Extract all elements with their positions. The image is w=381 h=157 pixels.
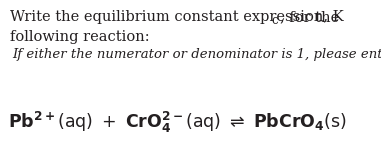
Text: following reaction:: following reaction: <box>10 30 150 44</box>
Text: $\mathbf{Pb}^{\mathbf{2+}}\mathrm{(aq)}\ +\ \mathbf{CrO_4^{2-}}\mathrm{(aq)}\ \r: $\mathbf{Pb}^{\mathbf{2+}}\mathrm{(aq)}\… <box>8 110 347 135</box>
Text: , for the: , for the <box>280 10 339 24</box>
Text: c: c <box>272 14 279 27</box>
Text: Write the equilibrium constant expression, K: Write the equilibrium constant expressio… <box>10 10 344 24</box>
Text: If either the numerator or denominator is 1, please enter 1: If either the numerator or denominator i… <box>12 48 381 61</box>
